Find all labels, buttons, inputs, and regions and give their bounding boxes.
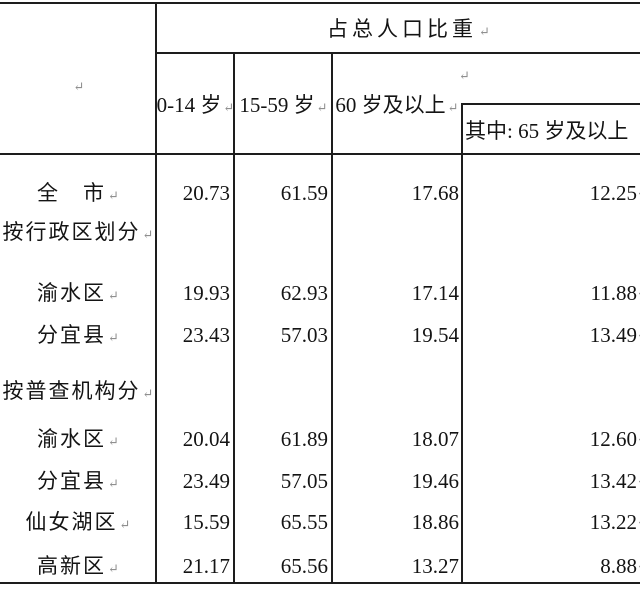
table-row-gaoxin-census: 高新区↵ 21.17 65.56 13.27 8.88 ↵ bbox=[0, 552, 640, 580]
region-label: 分宜县 ↵ bbox=[37, 323, 119, 347]
divider-under-group-header bbox=[155, 52, 640, 54]
divider-col1-col2 bbox=[233, 52, 235, 584]
table-row-category-administrative: 按行政区划分 ↵ bbox=[0, 218, 640, 246]
value-age-60-plus: 18.86 bbox=[411, 510, 459, 534]
value-age-15-59: 65.55 bbox=[280, 510, 328, 534]
divider-under-header bbox=[0, 153, 640, 155]
region-label: 全 市 ↵ bbox=[37, 181, 119, 205]
corner-cell-paragraph-mark: ↵ bbox=[73, 79, 85, 94]
value-age-15-59: 65.56 bbox=[280, 554, 328, 578]
clipped-paragraph-mark: ↵ bbox=[637, 552, 640, 580]
value-age-60-plus: 17.14 bbox=[411, 281, 459, 305]
value-age-0-14: 21.17 bbox=[182, 554, 230, 578]
table-row-fenyi-admin: 分宜县↵ 23.43 57.03 19.54 13.49 ↵ bbox=[0, 321, 640, 349]
value-age-15-59: 57.05 bbox=[280, 469, 328, 493]
clipped-paragraph-mark: ↵ bbox=[637, 467, 640, 495]
column-header-age-0-14: 0-14 岁 ↵ bbox=[156, 93, 235, 117]
value-age-15-59: 61.59 bbox=[280, 181, 328, 205]
clipped-paragraph-mark: ↵ bbox=[637, 179, 640, 207]
value-age-65-plus: 13.42 bbox=[589, 469, 637, 493]
group-header-share-of-total-population: 占总人口比重 ↵ bbox=[327, 17, 490, 41]
value-age-0-14: 23.43 bbox=[182, 323, 230, 347]
region-label: 高新区 ↵ bbox=[37, 554, 119, 578]
value-age-0-14: 20.04 bbox=[182, 427, 230, 451]
value-age-15-59: 62.93 bbox=[280, 281, 328, 305]
region-label: 仙女湖区 ↵ bbox=[25, 510, 131, 534]
value-age-15-59: 61.89 bbox=[280, 427, 328, 451]
value-age-65-plus: 8.88 bbox=[600, 554, 637, 578]
empty-subcell-paragraph-mark: ↵ bbox=[459, 68, 470, 83]
value-age-60-plus: 19.46 bbox=[411, 469, 459, 493]
table-row-xiannvhu-census: 仙女湖区↵ 15.59 65.55 18.86 13.22 ↵ bbox=[0, 508, 640, 536]
table-row-city-total: 全 市↵ 20.73 61.59 17.68 12.25 ↵ bbox=[0, 179, 640, 207]
value-age-60-plus: 13.27 bbox=[411, 554, 459, 578]
divider-col3-col4 bbox=[461, 103, 463, 584]
column-header-age-60-plus: 60 岁及以上 ↵ bbox=[335, 93, 459, 117]
table-row-category-census-org: 按普查机构分 ↵ bbox=[0, 377, 640, 405]
value-age-15-59: 57.03 bbox=[280, 323, 328, 347]
value-age-65-plus: 12.60 bbox=[589, 427, 637, 451]
value-age-60-plus: 18.07 bbox=[411, 427, 459, 451]
category-label: 按行政区划分 ↵ bbox=[2, 220, 154, 244]
clipped-paragraph-mark: ↵ bbox=[637, 508, 640, 536]
value-age-60-plus: 19.54 bbox=[411, 323, 459, 347]
border-top bbox=[0, 2, 640, 4]
value-age-0-14: 20.73 bbox=[182, 181, 230, 205]
border-bottom bbox=[0, 582, 640, 584]
category-label: 按普查机构分 ↵ bbox=[2, 379, 154, 403]
value-age-65-plus: 12.25 bbox=[589, 181, 637, 205]
clipped-paragraph-mark: ↵ bbox=[637, 279, 640, 307]
clipped-paragraph-mark: ↵ bbox=[637, 321, 640, 349]
divider-col2-col3 bbox=[331, 52, 333, 584]
value-age-0-14: 15.59 bbox=[182, 510, 230, 534]
clipped-paragraph-mark: ↵ bbox=[637, 425, 640, 453]
table-row-yushui-census: 渝水区↵ 20.04 61.89 18.07 12.60 ↵ bbox=[0, 425, 640, 453]
divider-label-column bbox=[155, 2, 157, 584]
divider-subcell-top bbox=[461, 103, 640, 105]
value-age-65-plus: 13.22 bbox=[589, 510, 637, 534]
value-age-60-plus: 17.68 bbox=[411, 181, 459, 205]
column-header-age-15-59: 15-59 岁 ↵ bbox=[239, 93, 328, 117]
column-header-age-65-plus: 其中: 65 岁及以上 bbox=[465, 119, 629, 143]
value-age-65-plus: 13.49 bbox=[589, 323, 637, 347]
table-row-yushui-admin: 渝水区↵ 19.93 62.93 17.14 11.88 ↵ bbox=[0, 279, 640, 307]
value-age-65-plus: 11.88 bbox=[590, 281, 637, 305]
region-label: 渝水区 ↵ bbox=[37, 281, 119, 305]
region-label: 渝水区 ↵ bbox=[37, 427, 119, 451]
table-row-fenyi-census: 分宜县↵ 23.49 57.05 19.46 13.42 ↵ bbox=[0, 467, 640, 495]
value-age-0-14: 23.49 bbox=[182, 469, 230, 493]
region-label: 分宜县 ↵ bbox=[37, 469, 119, 493]
value-age-0-14: 19.93 bbox=[182, 281, 230, 305]
